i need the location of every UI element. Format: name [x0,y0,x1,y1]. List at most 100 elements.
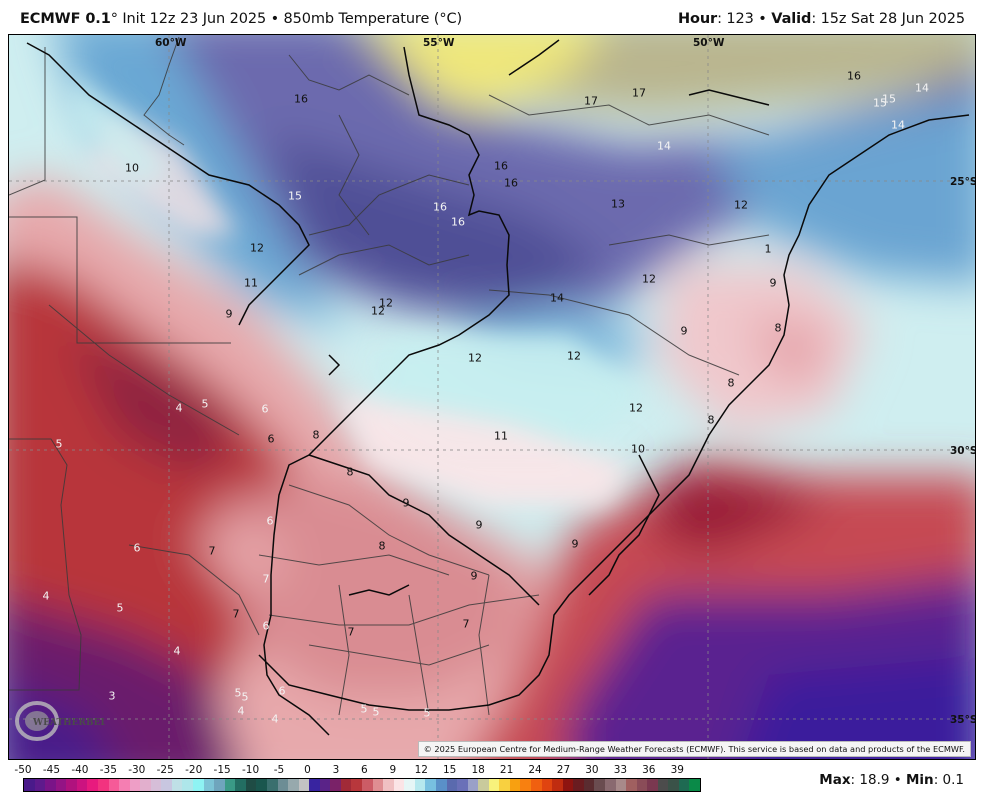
temperature-value-label: 5 [372,705,380,719]
colorbar-swatch [657,779,669,791]
colorbar-tick-label: -5 [273,764,285,776]
temperature-value-label: 11 [494,429,508,443]
colorbar [23,778,701,792]
temperature-value-label: 12 [734,198,748,212]
colorbar-swatch [351,779,362,791]
colorbar-swatch [647,779,658,791]
svg-text:WEATHERBELL: WEATHERBELL [32,718,105,728]
temperature-value-label: 9 [225,307,233,321]
copyright-notice: © 2025 European Centre for Medium-Range … [417,741,971,757]
colorbar-swatch [235,779,246,791]
temperature-value-label: 9 [769,276,777,290]
colorbar-swatch [446,779,458,791]
temperature-value-label: 8 [312,428,320,442]
colorbar-tick-label: 12 [414,764,428,776]
temperature-value-label: 5 [423,706,431,720]
colorbar-swatch [594,779,605,791]
temperature-value-label: 15 [873,96,887,110]
temperature-value-label: 16 [847,69,861,83]
temperature-value-label: 5 [201,397,209,411]
colorbar-swatch [626,779,637,791]
colorbar-swatch [668,779,679,791]
temperature-value-label: 8 [707,413,715,427]
temperature-value-label: 14 [915,81,929,95]
colorbar-tick-label: 36 [642,764,656,776]
temperature-value-label: 9 [680,324,688,338]
temperature-value-label: 3 [108,689,116,703]
colorbar-swatch [414,779,426,791]
colorbar-swatch [330,779,341,791]
colorbar-swatch [383,779,394,791]
colorbar-swatch [583,779,595,791]
temperature-value-label: 16 [433,200,447,214]
colorbar-swatch [87,779,98,791]
temperature-value-label: 5 [116,601,124,615]
map-title: ECMWF 0.1° Init 12z 23 Jun 2025 • 850mb … [20,11,463,27]
temperature-value-label: 15 [882,92,896,106]
colorbar-swatch [393,779,405,791]
colorbar-swatch [277,779,289,791]
colorbar-swatch [298,779,310,791]
colorbar-tick-label: -20 [185,764,203,776]
colorbar-swatch [636,779,648,791]
colorbar-swatch [193,779,204,791]
colorbar-tick-label: -40 [71,764,89,776]
colorbar-tick-label: 27 [556,764,571,776]
temperature-value-label: 6 [133,541,141,555]
temperature-map[interactable]: 60°W 55°W 50°W 25°S 30°S 35°S 16 17 17 16 15 15 14… [8,34,976,760]
temperature-value-label: 12 [379,296,393,310]
colorbar-tick-label: 15 [443,764,457,776]
colorbar-swatch [404,779,415,791]
colorbar-swatch [214,779,225,791]
colorbar-swatch [372,779,384,791]
temperature-value-label: 7 [462,617,470,631]
colorbar-tick-label: -30 [128,764,146,776]
temperature-value-label: 12 [567,349,581,363]
temperature-value-label: 17 [632,86,646,100]
max-min-values: Max: 18.9 • Min: 0.1 [819,772,964,788]
temperature-value-label: 16 [504,176,518,190]
temperature-value-label: 5 [360,702,368,716]
temperature-value-label: 16 [494,159,508,173]
colorbar-swatch [119,779,130,791]
temperature-value-label: 17 [584,94,598,108]
colorbar-swatch [34,779,46,791]
colorbar-swatch [76,779,88,791]
colorbar-tick-label: -45 [42,764,61,776]
temperature-value-label: 6 [267,432,275,446]
colorbar-swatch [615,779,627,791]
temperature-value-label: 4 [271,712,279,726]
colorbar-swatch [319,779,331,791]
colorbar-swatch [604,779,616,791]
colorbar-tick-label: 21 [499,764,514,776]
longitude-label: 55°W [423,37,455,49]
temperature-value-label: 13 [611,197,625,211]
temperature-value-label: 12 [642,272,656,286]
colorbar-swatch [182,779,193,791]
colorbar-swatch [140,779,151,791]
temperature-value-label: 11 [244,276,258,290]
colorbar-tick-label: -15 [213,764,231,776]
colorbar-tick-label: -50 [14,764,32,776]
temperature-value-label: 12 [250,241,264,255]
temperature-value-label: 4 [237,704,245,718]
temperature-value-label: 8 [774,321,782,335]
temperature-value-label: 15 [288,189,302,203]
temperature-value-label: 4 [42,589,50,603]
latitude-label: 30°S [950,445,976,457]
colorbar-swatch [256,779,267,791]
temperature-value-label: 1 [764,242,772,256]
colorbar-tick-label: -35 [99,764,117,776]
colorbar-swatch [499,779,510,791]
colorbar-tick-label: 0 [304,764,311,776]
colorbar-swatch [689,779,700,791]
colorbar-swatch [24,779,35,791]
colorbar-swatch [288,779,299,791]
colorbar-swatch [203,779,215,791]
colorbar-swatch [531,779,542,791]
temperature-value-label: 12 [371,304,385,318]
colorbar-swatch [541,779,553,791]
colorbar-tick-label: 3 [332,764,340,776]
colorbar-swatch [45,779,56,791]
colorbar-tick-label: 9 [389,764,397,776]
